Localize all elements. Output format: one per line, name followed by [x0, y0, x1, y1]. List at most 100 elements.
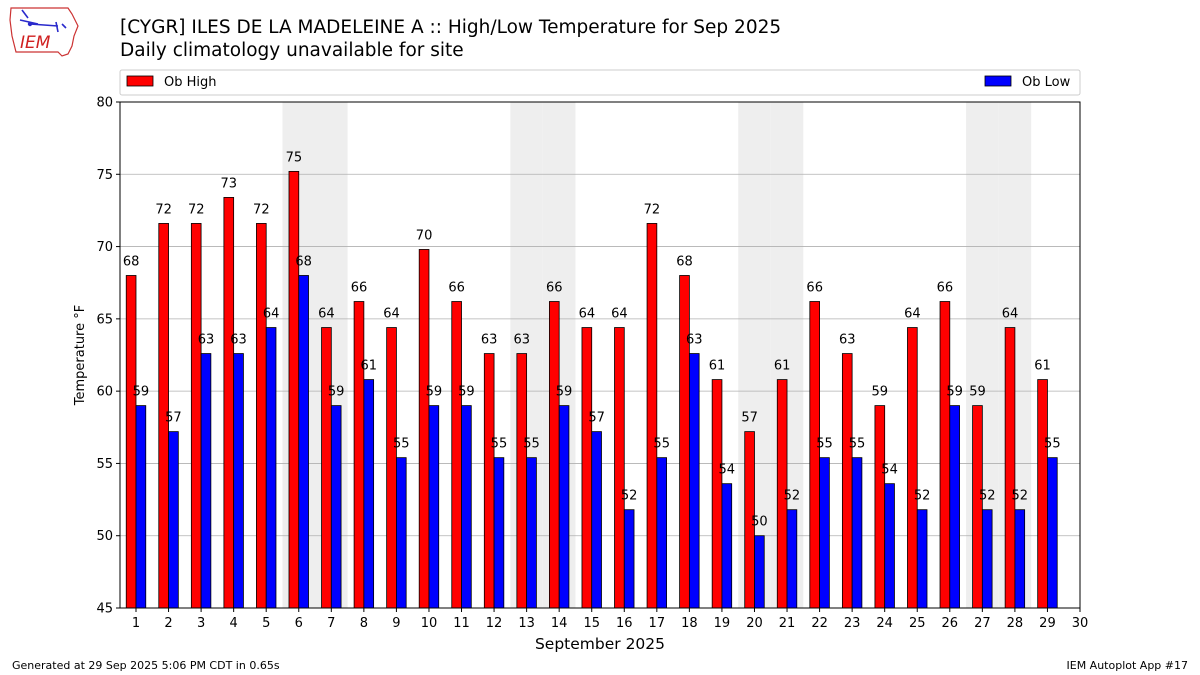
- x-tick-label-20: 20: [746, 616, 763, 631]
- bar-label-low-10: 59: [426, 385, 443, 400]
- bar-label-low-13: 55: [523, 437, 540, 452]
- x-tick-label-23: 23: [844, 616, 861, 631]
- bar-label-high-3: 72: [188, 202, 205, 217]
- y-tick-label-70: 70: [96, 240, 113, 255]
- bar-label-low-7: 59: [328, 385, 345, 400]
- bar-label-low-12: 55: [491, 437, 508, 452]
- plot-frame: [119, 101, 1081, 609]
- bar-low-3: [200, 353, 212, 609]
- x-tick-label-17: 17: [649, 616, 666, 631]
- bar-low-7: [330, 405, 342, 609]
- bar-label-low-20: 50: [751, 515, 768, 530]
- bar-high-22: [809, 301, 820, 609]
- bar-high-16: [614, 327, 625, 609]
- x-tick-label-2: 2: [164, 616, 172, 631]
- y-axis-label: Temperature °F: [73, 305, 88, 406]
- bar-low-4: [233, 353, 244, 609]
- bar-label-high-17: 72: [644, 202, 661, 217]
- legend-label-low: Ob Low: [1022, 75, 1071, 90]
- legend-frame: [119, 69, 1081, 96]
- bar-label-high-23: 63: [839, 333, 856, 348]
- y-axis: 45 50 55 60 65 70 75 80: [96, 96, 120, 617]
- bar-label-high-5: 72: [253, 202, 270, 217]
- app-note: IEM Autoplot App #17: [1066, 659, 1189, 672]
- bar-low-15: [591, 431, 602, 609]
- x-tick-label-22: 22: [811, 616, 828, 631]
- x-tick-label-28: 28: [1007, 616, 1024, 631]
- bar-label-low-28: 52: [1012, 489, 1029, 504]
- bar-label-high-11: 66: [448, 281, 465, 296]
- bar-high-8: [353, 301, 365, 609]
- bar-low-9: [396, 457, 407, 609]
- bar-high-24: [874, 405, 886, 609]
- bar-label-low-24: 54: [881, 463, 898, 478]
- bar-label-high-25: 64: [904, 307, 921, 322]
- bar-high-18: [679, 275, 690, 609]
- bar-low-29: [1047, 457, 1058, 609]
- bar-low-20: [754, 535, 765, 609]
- bar-high-23: [841, 353, 853, 609]
- bar-label-low-21: 52: [784, 489, 801, 504]
- bar-label-high-21: 61: [774, 359, 791, 374]
- bar-high-17: [646, 223, 658, 609]
- bar-label-low-8: 61: [360, 359, 377, 374]
- legend-swatch-low: [984, 75, 1012, 87]
- x-tick-label-30: 30: [1072, 616, 1089, 631]
- bar-label-low-17: 55: [653, 437, 670, 452]
- bar-label-high-12: 63: [481, 333, 498, 348]
- x-tick-label-3: 3: [197, 616, 205, 631]
- bar-label-high-6: 75: [286, 150, 303, 165]
- bar-label-high-29: 61: [1034, 359, 1051, 374]
- bar-label-high-22: 66: [806, 281, 823, 296]
- x-tick-label-25: 25: [909, 616, 926, 631]
- x-tick-label-27: 27: [974, 616, 991, 631]
- bar-label-low-22: 55: [816, 437, 833, 452]
- legend-swatch-high: [126, 75, 154, 87]
- bar-low-6: [298, 275, 309, 609]
- bar-low-26: [949, 405, 960, 609]
- y-tick-label-50: 50: [96, 529, 113, 544]
- chart-subtitle: Daily climatology unavailable for site: [120, 40, 464, 61]
- bar-low-25: [916, 509, 928, 609]
- bar-label-low-5: 64: [263, 307, 280, 322]
- bar-label-high-13: 63: [513, 333, 530, 348]
- bar-label-low-3: 63: [198, 333, 215, 348]
- x-tick-label-13: 13: [518, 616, 535, 631]
- x-tick-label-10: 10: [421, 616, 438, 631]
- bar-low-19: [721, 483, 733, 609]
- bar-low-18: [688, 353, 700, 609]
- bar-low-24: [884, 483, 895, 609]
- bar-high-26: [939, 301, 951, 609]
- bar-high-28: [1004, 327, 1016, 609]
- x-tick-label-16: 16: [616, 616, 633, 631]
- x-tick-label-8: 8: [360, 616, 368, 631]
- bar-label-high-20: 57: [741, 411, 758, 426]
- bar-low-22: [819, 457, 830, 609]
- bar-label-high-14: 66: [546, 281, 563, 296]
- bar-label-low-6: 68: [295, 254, 312, 269]
- bar-low-17: [656, 457, 667, 609]
- bar-label-high-9: 64: [383, 307, 400, 322]
- bar-label-high-24: 59: [872, 385, 889, 400]
- bar-label-low-18: 63: [686, 333, 703, 348]
- bar-label-low-4: 63: [230, 333, 247, 348]
- x-tick-label-6: 6: [295, 616, 303, 631]
- bar-label-high-16: 64: [611, 307, 628, 322]
- x-tick-label-11: 11: [453, 616, 470, 631]
- logo-text: IEM: [20, 33, 51, 53]
- y-tick-label-75: 75: [96, 168, 113, 183]
- x-tick-label-1: 1: [132, 616, 140, 631]
- bar-label-high-2: 72: [155, 202, 172, 217]
- bar-label-low-25: 52: [914, 489, 931, 504]
- bar-label-low-16: 52: [621, 489, 638, 504]
- x-tick-label-5: 5: [262, 616, 270, 631]
- bar-high-27: [972, 405, 983, 609]
- chart-title: [CYGR] ILES DE LA MADELEINE A :: High/Lo…: [120, 17, 782, 38]
- x-tick-label-14: 14: [551, 616, 568, 631]
- bar-label-high-15: 64: [579, 307, 596, 322]
- bar-low-23: [851, 457, 863, 609]
- bar-low-5: [265, 327, 277, 609]
- bar-label-high-27: 59: [969, 385, 986, 400]
- x-tick-label-12: 12: [486, 616, 503, 631]
- bar-label-high-26: 66: [937, 281, 954, 296]
